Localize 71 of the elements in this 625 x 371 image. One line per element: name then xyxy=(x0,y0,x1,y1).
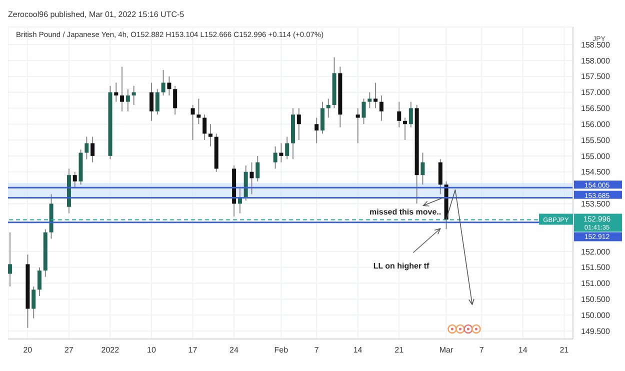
x-tick-label: 21 xyxy=(560,346,570,355)
y-tick-label: 157.000 xyxy=(581,88,610,98)
candlestick xyxy=(438,158,442,195)
candlestick xyxy=(256,155,260,182)
candlestick xyxy=(356,108,360,144)
chart-subtitle: Zerocool96 published, Mar 01, 2022 15:16 UTC-5 xyxy=(8,9,186,21)
y-tick-label: 152.000 xyxy=(581,247,610,256)
candlestick xyxy=(161,69,166,96)
y-tick-label: 149.500 xyxy=(581,326,610,336)
y-tick-label: 153.500 xyxy=(581,200,610,209)
y-tick-label: 156.500 xyxy=(581,104,610,114)
candlestick xyxy=(420,152,425,186)
x-tick-label: 24 xyxy=(230,346,239,355)
candlestick xyxy=(37,266,42,297)
candlestick xyxy=(279,142,284,163)
x-tick-label: Mar xyxy=(439,346,454,355)
candlestick xyxy=(368,92,372,109)
y-tick-label: 151.500 xyxy=(581,263,610,272)
candlestick xyxy=(202,114,207,141)
candlestick xyxy=(208,124,212,147)
x-tick-label: 7 xyxy=(479,346,484,355)
x-tick-label: 21 xyxy=(394,346,404,355)
x-tick-label: 14 xyxy=(353,346,363,355)
x-tick-label: 14 xyxy=(518,346,528,355)
candlestick xyxy=(362,98,366,125)
candlestick xyxy=(408,101,413,128)
annotation: missed this move.. xyxy=(370,208,442,217)
candlestick xyxy=(84,136,89,160)
y-tick-label: 150.000 xyxy=(581,310,610,320)
candlestick xyxy=(273,146,278,170)
y-tick-label: 158.500 xyxy=(581,40,610,50)
candlestick xyxy=(173,85,178,116)
candlestick xyxy=(126,88,130,112)
candlestick xyxy=(155,88,160,116)
candlestick xyxy=(285,136,290,160)
candlestick xyxy=(132,85,136,106)
x-tick-label: 20 xyxy=(23,346,33,355)
candlestick xyxy=(326,98,330,118)
candlestick xyxy=(296,108,301,141)
y-tick-label: 158.000 xyxy=(581,56,610,66)
x-tick-label: Feb xyxy=(274,346,289,355)
y-tick-label: 157.500 xyxy=(581,72,610,82)
candlestick xyxy=(314,117,319,144)
candlestick xyxy=(403,117,408,141)
y-tick-label: 155.500 xyxy=(581,136,610,145)
y-tick-label: 155.000 xyxy=(581,152,610,161)
annotation: LL on higher tf xyxy=(373,262,430,271)
x-tick-label: 7 xyxy=(314,346,320,355)
x-tick-label: 27 xyxy=(64,346,74,355)
y-tick-label: 154.500 xyxy=(581,168,610,177)
candlestick xyxy=(120,66,124,112)
candlestick xyxy=(72,171,77,188)
candlestick xyxy=(190,104,195,141)
candlestick xyxy=(167,76,172,96)
candlestick xyxy=(379,94,384,122)
candlestick xyxy=(320,101,324,134)
candlestick xyxy=(250,162,254,195)
candlestick xyxy=(114,82,118,102)
y-tick-label: 156.000 xyxy=(581,120,610,129)
candlestick xyxy=(32,286,36,319)
candlestick xyxy=(90,136,95,163)
x-tick-label: 17 xyxy=(188,346,198,355)
candlestick xyxy=(397,101,402,128)
candlestick xyxy=(374,82,378,109)
x-tick-label: 2022 xyxy=(101,346,120,355)
candlestick xyxy=(150,82,154,122)
candlestick xyxy=(8,232,12,287)
y-tick-label: 151.000 xyxy=(581,279,610,288)
x-tick-label: 10 xyxy=(147,346,156,355)
candlestick xyxy=(196,98,201,125)
y-tick-label: 150.500 xyxy=(581,295,610,304)
